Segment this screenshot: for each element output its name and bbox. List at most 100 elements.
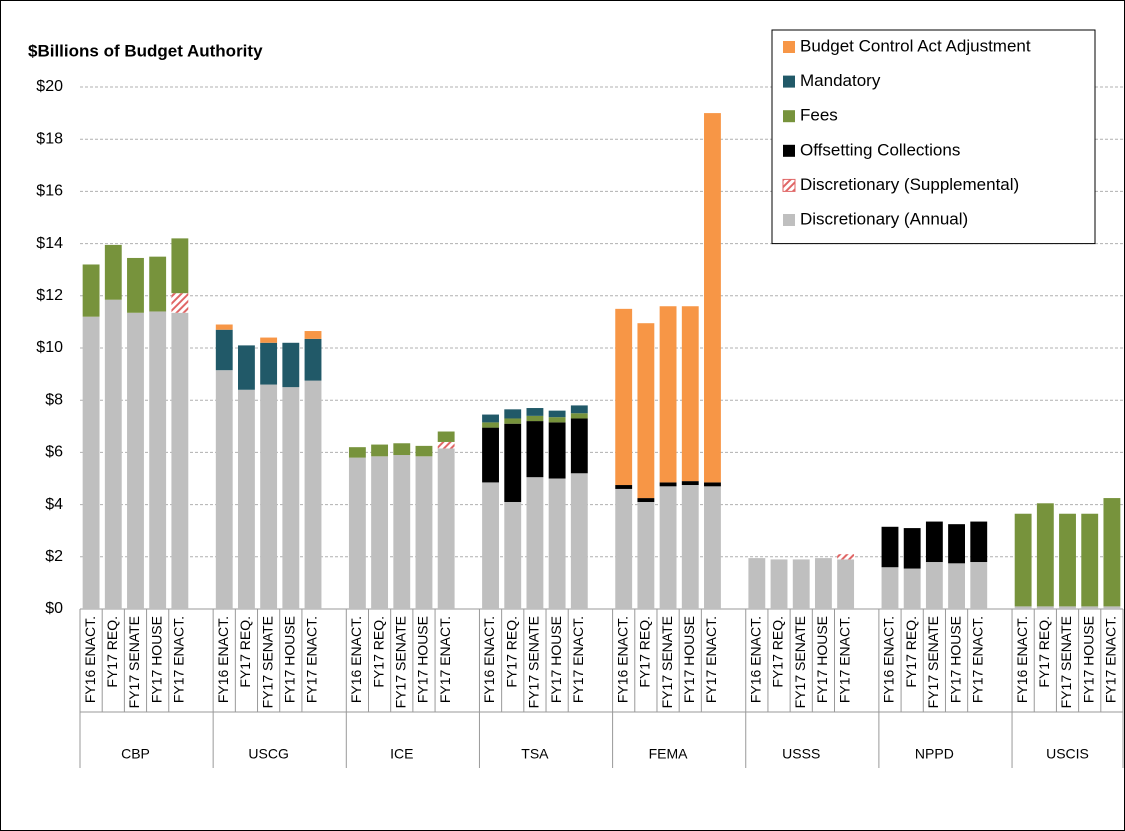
legend-label: Discretionary (Annual)	[800, 209, 968, 228]
bar-segment	[348, 447, 366, 458]
bar-segment	[371, 444, 389, 457]
bar-segment	[681, 481, 699, 486]
group-label: FEMA	[649, 746, 689, 762]
x-tick-label: FY16 ENACT.	[82, 616, 98, 703]
bar-segment	[970, 521, 988, 563]
bar-segment	[282, 387, 300, 609]
bar-segment	[881, 526, 899, 568]
bar-segment	[837, 559, 855, 609]
x-tick-label: FY17 SENATE	[792, 616, 808, 708]
x-tick-label: FY17 HOUSE	[548, 616, 564, 703]
x-tick-label: FY17 SENATE	[659, 616, 675, 708]
y-tick-label: $0	[45, 600, 63, 617]
bar-segment	[304, 331, 322, 339]
x-tick-label: FY16 ENACT.	[748, 616, 764, 703]
bar-segment	[615, 308, 633, 486]
bar-segment	[659, 482, 677, 487]
bar-segment	[1059, 513, 1076, 607]
y-tick-label: $8	[45, 391, 63, 408]
x-tick-label: FY17 ENACT.	[703, 616, 719, 703]
group-label: USCIS	[1046, 746, 1089, 762]
bar-segment	[437, 448, 455, 609]
group-label: ICE	[390, 746, 413, 762]
y-tick-label: $6	[45, 444, 63, 461]
x-tick-label: FY17 HOUSE	[681, 616, 697, 703]
x-tick-label: FY17 HOUSE	[415, 616, 431, 703]
bar-segment	[970, 562, 988, 609]
bar-segment	[171, 238, 189, 294]
bar-segment	[282, 342, 300, 388]
y-tick-label: $12	[36, 287, 63, 304]
bar-segment	[215, 324, 233, 330]
legend-swatch	[783, 41, 795, 53]
y-tick-label: $16	[36, 183, 63, 200]
bar-segment	[1036, 503, 1054, 607]
legend-swatch	[783, 75, 795, 88]
legend-label: Mandatory	[800, 71, 881, 90]
bar-segment	[792, 559, 810, 609]
x-tick-label: FY17 HOUSE	[814, 616, 830, 703]
bar-segment	[82, 264, 100, 317]
bar-segment	[548, 422, 566, 479]
x-tick-label: FY17 ENACT.	[437, 616, 453, 703]
x-tick-label: FY17 ENACT.	[570, 616, 586, 703]
bar-segment	[127, 257, 144, 313]
bar-segment	[304, 380, 322, 609]
bar-segment	[681, 306, 699, 482]
bar-segment	[526, 415, 544, 422]
bar-segment	[548, 478, 566, 609]
bar-segment	[948, 524, 965, 564]
bar-segment	[570, 413, 588, 419]
bar-segment	[704, 486, 721, 609]
x-tick-label: FY16 ENACT.	[614, 616, 630, 703]
bar-segment	[548, 417, 566, 423]
bar-segment	[149, 256, 167, 312]
bar-segment	[837, 554, 855, 560]
bar-segment	[681, 485, 699, 609]
bar-segment	[371, 456, 389, 609]
bar-segment	[615, 488, 633, 609]
x-tick-label: FY16 ENACT.	[215, 616, 231, 703]
bar-segment	[770, 559, 788, 609]
x-tick-label: FY17 SENATE	[392, 616, 408, 708]
bar-segment	[1036, 606, 1054, 609]
legend-swatch	[782, 178, 796, 192]
bar-segment	[304, 338, 322, 381]
x-tick-label: FY17 SENATE	[126, 616, 142, 708]
bar-segment	[260, 384, 278, 609]
bar-segment	[348, 457, 366, 609]
bar-segment	[1059, 606, 1076, 609]
x-tick-label: FY17 REQ.	[903, 616, 919, 688]
y-tick-label: $14	[36, 235, 63, 252]
bar-segment	[504, 423, 522, 502]
x-tick-label: FY16 ENACT.	[1014, 616, 1030, 703]
legend-label: Fees	[800, 106, 838, 125]
legend-swatch	[783, 110, 795, 123]
bar-segment	[215, 329, 233, 371]
bar-segment	[482, 482, 499, 609]
x-tick-label: FY17 REQ.	[637, 616, 653, 688]
bar-segment	[748, 558, 766, 609]
bar-segment	[504, 409, 522, 419]
x-tick-label: FY17 HOUSE	[148, 616, 164, 703]
group-label: USSS	[782, 746, 820, 762]
bar-segment	[903, 568, 921, 609]
bar-segment	[260, 342, 278, 385]
y-tick-label: $4	[45, 496, 63, 513]
bar-segment	[814, 558, 832, 609]
bar-segment	[437, 431, 455, 442]
bar-segment	[393, 443, 411, 456]
bar-segment	[637, 501, 655, 609]
bar-segment	[238, 345, 255, 390]
bar-segment	[1014, 606, 1032, 609]
bar-segment	[704, 482, 721, 487]
x-tick-label: FY17 SENATE	[925, 616, 941, 708]
bar-segment	[482, 427, 499, 483]
bar-segment	[171, 312, 189, 609]
bar-segment	[881, 567, 899, 609]
y-tick-label: $2	[45, 548, 63, 565]
bar-segment	[171, 293, 189, 313]
x-tick-label: FY17 HOUSE	[947, 616, 963, 703]
bar-segment	[903, 528, 921, 569]
x-tick-label: FY17 SENATE	[526, 616, 542, 708]
